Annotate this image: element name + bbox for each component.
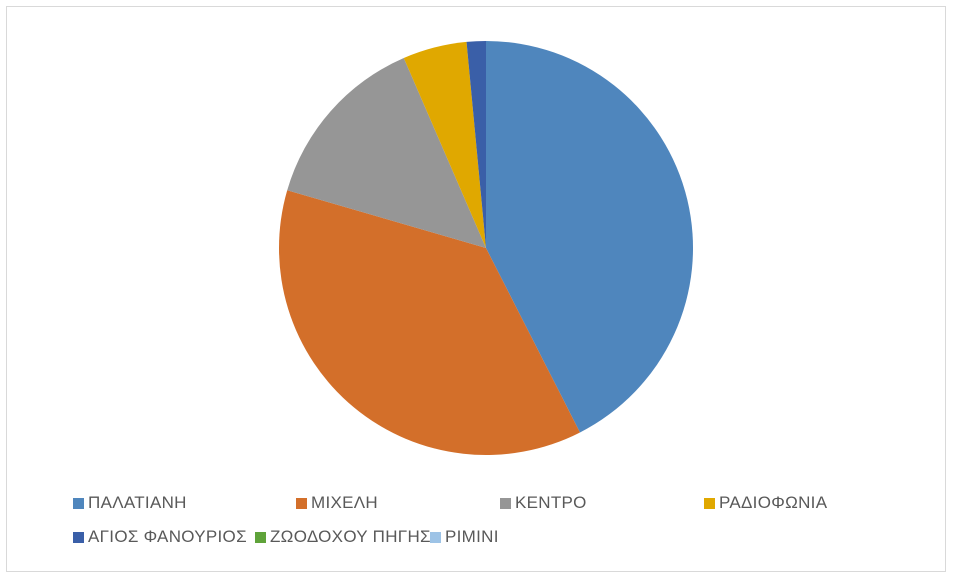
legend-label: ΑΓΙΟΣ ΦΑΝΟΥΡΙΟΣ <box>88 527 247 546</box>
chart-frame: ΠΑΛΑΤΙΑΝΗ ΜΙΧΕΛΗ ΚΕΝΤΡΟ ΡΑΔΙΟΦΩΝΙΑ ΑΓΙΟΣ… <box>6 6 946 572</box>
legend-label: ΡΙΜΙΝΙ <box>445 527 499 546</box>
legend-swatch <box>500 497 511 509</box>
legend-label: ΠΑΛΑΤΙΑΝΗ <box>88 493 187 512</box>
legend-row-2: ΑΓΙΟΣ ΦΑΝΟΥΡΙΟΣ ΖΩΟΔΟΧΟΥ ΠΗΓΗΣ ΡΙΜΙΝΙ <box>73 527 933 561</box>
legend-label: ΜΙΧΕΛΗ <box>311 493 378 512</box>
pie-slice <box>486 41 694 433</box>
legend-swatch <box>73 497 84 509</box>
pie-slice <box>403 41 486 248</box>
legend: ΠΑΛΑΤΙΑΝΗ ΜΙΧΕΛΗ ΚΕΝΤΡΟ ΡΑΔΙΟΦΩΝΙΑ ΑΓΙΟΣ… <box>73 493 933 561</box>
legend-item: ΡΑΔΙΟΦΩΝΙΑ <box>704 493 827 513</box>
legend-item: ΖΩΟΔΟΧΟΥ ΠΗΓΗΣ <box>255 527 431 547</box>
legend-item: ΠΑΛΑΤΙΑΝΗ <box>73 493 187 513</box>
legend-row-1: ΠΑΛΑΤΙΑΝΗ ΜΙΧΕΛΗ ΚΕΝΤΡΟ ΡΑΔΙΟΦΩΝΙΑ <box>73 493 933 527</box>
pie-chart <box>279 41 694 456</box>
legend-item: ΑΓΙΟΣ ΦΑΝΟΥΡΙΟΣ <box>73 527 247 547</box>
pie-slice <box>279 190 580 456</box>
legend-swatch <box>296 497 307 509</box>
legend-item: ΡΙΜΙΝΙ <box>430 527 499 547</box>
legend-item: ΜΙΧΕΛΗ <box>296 493 378 513</box>
legend-swatch <box>255 531 266 543</box>
legend-swatch <box>704 497 715 509</box>
legend-label: ΖΩΟΔΟΧΟΥ ΠΗΓΗΣ <box>270 527 431 546</box>
legend-label: ΡΑΔΙΟΦΩΝΙΑ <box>719 493 828 512</box>
legend-label: ΚΕΝΤΡΟ <box>515 493 587 512</box>
pie-slice <box>287 58 486 248</box>
legend-swatch <box>73 531 84 543</box>
legend-swatch <box>430 531 441 543</box>
pie-slice <box>466 41 486 248</box>
legend-item: ΚΕΝΤΡΟ <box>500 493 587 513</box>
